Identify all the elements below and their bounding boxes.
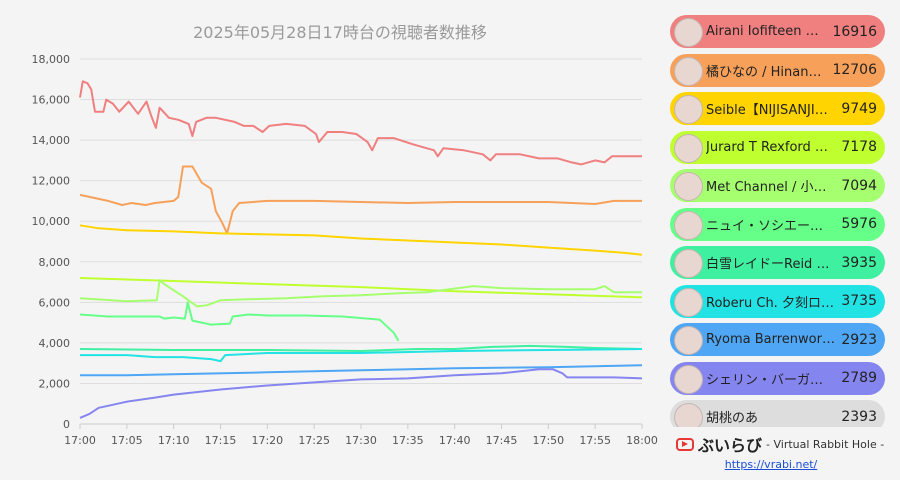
x-tick-label: 17:25 (298, 434, 330, 447)
series-line (79, 344, 643, 352)
channel-name: Jurard T Rexford C… (706, 139, 836, 155)
x-tick-label: 17:55 (579, 434, 611, 447)
ranking-entry[interactable]: 橘ひなの / Hinan… 12706 (670, 53, 885, 87)
channel-name: Roberu Ch. 夕刻ロ… (706, 295, 834, 311)
viewer-count: 7178 (841, 139, 877, 155)
viewer-count: 16916 (832, 23, 877, 40)
channel-name: 橘ひなの / Hinan… (706, 64, 822, 80)
youtube-play-icon (676, 437, 694, 451)
avatar (674, 18, 703, 47)
y-tick-label: 8,000 (39, 256, 71, 269)
x-tick-label: 17:45 (486, 434, 518, 447)
channel-name: Seible【NIJISANJI… (706, 103, 828, 118)
ranking-entry[interactable]: シェリン・バーガ… 2789 (670, 361, 885, 395)
y-tick-label: 2,000 (39, 377, 71, 390)
y-tick-label: 18,000 (32, 53, 71, 66)
viewer-count: 12706 (832, 62, 877, 78)
channel-name: シェリン・バーガ… (706, 372, 824, 388)
series-line (79, 279, 642, 308)
series-line (80, 364, 643, 377)
avatar (674, 95, 703, 124)
viewer-count: 2923 (841, 331, 877, 348)
viewer-count: 2789 (841, 370, 877, 386)
ranking-list: Airani Iofifteen C… 16916 橘ひなの / Hinan… 127… (670, 15, 885, 427)
ranking-entry[interactable]: Seible【NIJISANJI… 9749 (670, 92, 885, 125)
viewer-count: 2393 (841, 408, 877, 425)
ranking-entry[interactable]: Met Channel / 小… 7094 (670, 169, 885, 202)
y-tick-label: 6,000 (39, 296, 71, 309)
series-lines (79, 80, 643, 419)
avatar (674, 326, 703, 355)
avatar (674, 133, 703, 163)
x-tick-label: 17:50 (532, 434, 564, 447)
avatar (674, 364, 703, 394)
ranking-entry[interactable]: Airani Iofifteen C… 16916 (670, 15, 885, 48)
channel-name: Met Channel / 小… (706, 180, 827, 195)
ranking-entry[interactable]: 胡桃のあ 2393 (670, 400, 885, 427)
brand-name: ぶいらび (698, 436, 763, 455)
viewer-count: 5976 (841, 216, 877, 232)
viewer-count: 3935 (841, 254, 877, 271)
x-tick-label: 17:35 (392, 434, 424, 447)
channel-name: 白雪レイドーReid … (706, 257, 830, 272)
viewer-count: 9749 (841, 100, 877, 117)
ranking-entry[interactable]: Jurard T Rexford C… 7178 (670, 130, 885, 164)
channel-name: 胡桃のあ (706, 411, 759, 426)
x-tick-label: 17:05 (111, 434, 143, 447)
channel-name: ニュイ・ソシエー… (706, 218, 824, 234)
viewer-chart: 2025年05月28日17時台の視聴者数推移 0 2,000 4,000 6,000 8… (32, 23, 658, 447)
ranking-entry[interactable]: 白雪レイドーReid … 3935 (670, 246, 885, 279)
avatar (674, 210, 703, 240)
ranking-entry[interactable]: Roberu Ch. 夕刻ロ… 3735 (670, 284, 885, 318)
series-line (79, 301, 400, 342)
y-axis: 0 2,000 4,000 6,000 8,000 10,000 12,000 14,000 1… (32, 53, 71, 431)
y-tick-label: 12,000 (32, 175, 71, 188)
viewer-count: 3735 (841, 293, 877, 309)
x-tick-label: 17:10 (158, 434, 190, 447)
y-tick-label: 10,000 (32, 215, 71, 228)
y-tick-label: 16,000 (32, 94, 71, 107)
channel-name: Ryoma Barrenwor… (706, 332, 835, 347)
series-line (79, 277, 643, 299)
series-line (79, 368, 643, 419)
x-tick-label: 18:00 (626, 434, 658, 447)
avatar (674, 403, 703, 427)
x-tick-label: 17:15 (205, 434, 237, 447)
x-tick-label: 17:40 (439, 434, 471, 447)
series-line (79, 80, 642, 166)
avatar (674, 172, 703, 201)
avatar (674, 56, 703, 86)
y-tick-label: 4,000 (39, 337, 71, 350)
series-line (79, 224, 643, 256)
ranking-entry[interactable]: Ryoma Barrenwor… 2923 (670, 323, 885, 356)
x-tick-label: 17:00 (64, 434, 96, 447)
brand-tagline: - Virtual Rabbit Hole - (766, 437, 885, 451)
y-tick-label: 14,000 (32, 134, 71, 147)
x-tick-label: 17:20 (251, 434, 283, 447)
avatar (674, 249, 703, 278)
series-line (80, 348, 643, 363)
series-line (79, 165, 642, 235)
grid-lines (79, 58, 643, 429)
x-axis: 17:00 17:05 17:10 17:15 17:20 17:25 17:30 17:35… (64, 434, 658, 447)
viewer-count: 7094 (841, 177, 877, 194)
x-tick-label: 17:30 (345, 434, 377, 447)
y-tick-label: 0 (63, 418, 70, 431)
footer: ぶいらび - Virtual Rabbit Hole - https://vra… (676, 432, 896, 472)
channel-name: Airani Iofifteen C… (706, 24, 827, 39)
site-link[interactable]: https://vrabi.net/ (724, 458, 818, 471)
footer-brand-row: ぶいらび - Virtual Rabbit Hole - (676, 432, 896, 456)
ranking-entry[interactable]: ニュイ・ソシエー… 5976 (670, 207, 885, 241)
chart-title: 2025年05月28日17時台の視聴者数推移 (193, 23, 487, 42)
avatar (674, 287, 703, 317)
